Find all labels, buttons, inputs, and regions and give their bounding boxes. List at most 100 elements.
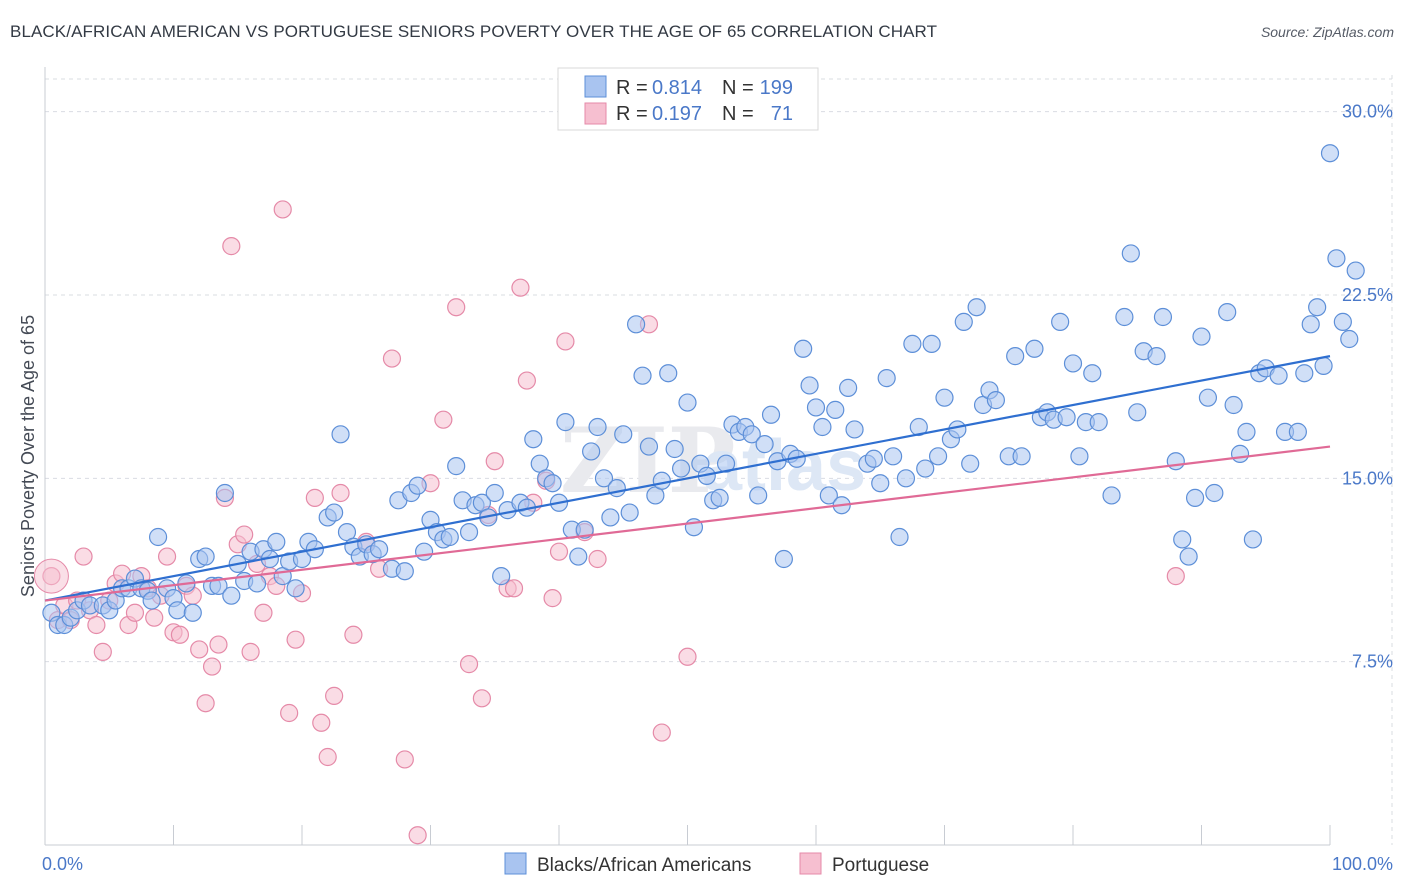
blacks-point [594,469,614,488]
blacks-point [168,601,187,620]
portuguese-point [382,349,402,368]
legend: R = 0.814 N = 199 R = 0.197 N = 71 [557,67,819,131]
blacks-point [626,315,646,334]
blacks-point [800,376,819,395]
blacks-point [896,469,916,488]
portuguese-point [556,332,575,351]
bottom-legend-swatch-pink [799,852,822,875]
axes [44,67,1331,846]
blacks-point [209,576,228,595]
blacks-point [890,527,909,547]
blacks-point [556,413,575,432]
blacks-point [794,339,813,358]
blacks-point [1269,366,1288,385]
portuguese-point [157,547,177,566]
portuguese-point [485,452,504,471]
legend-n-label-1: N = [722,77,754,99]
blacks-point [1012,447,1031,466]
blacks-point [916,459,935,478]
portuguese-point [543,589,562,608]
bottom-legend-label-portuguese: Portuguese [832,855,929,876]
portuguese-point [652,723,671,742]
blacks-point [935,388,954,407]
blacks-point [839,378,858,397]
portuguese-point [196,694,215,713]
legend-swatch-blue [584,75,607,98]
portuguese-point [312,713,331,732]
blacks-point [614,425,633,444]
blacks-point [331,425,350,444]
portuguese-point [305,488,324,507]
blacks-point [961,454,980,473]
blacks-point [1243,530,1263,549]
legend-n-value-2: 71 [771,103,793,125]
trend-lines [44,355,1331,602]
blacks-point [652,471,671,490]
legend-r-label-2: R = [616,103,648,125]
blacks-point [1025,339,1044,358]
portuguese-point [678,647,697,666]
portuguese-point [549,542,569,561]
portuguese-point [395,750,414,769]
blacks-point [716,454,736,473]
y-tick-label: 30.0% [1342,102,1393,122]
portuguese-point [408,826,427,845]
blacks-point [1115,307,1134,327]
portuguese-point [280,703,299,723]
blacks-point [1089,413,1108,432]
y-axis-title: Seniors Poverty Over the Age of 65 [18,315,38,597]
blacks-point [575,520,594,539]
y-tick-label: 15.0% [1342,468,1393,488]
blacks-point [659,364,678,383]
y-tick-labels: 7.5% 15.0% 22.5% 30.0% [1342,102,1393,672]
blacks-point [665,439,684,459]
blacks-point [524,430,543,449]
blacks-point [806,398,826,417]
portuguese-point [202,657,222,676]
blacks-point [1237,422,1256,441]
blacks-point [601,508,620,527]
legend-r-label-1: R = [616,77,648,99]
blacks-point [819,486,838,505]
blacks-point [671,459,691,478]
blacks-point [877,369,896,388]
portuguese-point [588,549,607,569]
blacks-point [1205,483,1224,503]
blacks-point [440,527,459,547]
blacks-point [1218,303,1237,322]
blacks-point [1198,388,1218,407]
portuguese-point [273,200,292,219]
blacks-point [492,567,511,586]
blacks-point [1327,249,1346,268]
blacks-point [447,457,466,476]
blacks-point [954,312,973,331]
grid-lines [45,75,1393,845]
portuguese-point [504,579,524,598]
portuguese-point [254,603,273,622]
bottom-legend: Blacks/African Americans Portuguese [504,852,929,876]
portuguese-point [241,642,260,661]
blacks-point [864,449,883,468]
blacks-point [1230,444,1250,463]
blacks-point [633,366,652,385]
legend-r-value-1: 0.814 [652,77,702,99]
blacks-point [247,574,267,593]
blacks-point [292,549,312,569]
bottom-legend-label-blacks: Blacks/African Americans [537,855,751,876]
blacks-point [749,486,768,505]
blacks-point [1224,395,1243,415]
blacks-point [845,420,864,439]
x-tick-labels: 0.0% 100.0% [42,854,1393,874]
blacks-point [922,334,941,353]
portuguese-point [286,630,305,649]
blacks-point [967,298,986,317]
blacks-point [1083,364,1102,383]
blacks-point [948,420,967,439]
blacks-point [1063,354,1083,373]
blacks-point [826,400,845,419]
blacks-trend-line [44,355,1331,602]
blacks-point [459,523,479,542]
portuguese-point [344,625,363,644]
blacks-point [607,479,626,498]
